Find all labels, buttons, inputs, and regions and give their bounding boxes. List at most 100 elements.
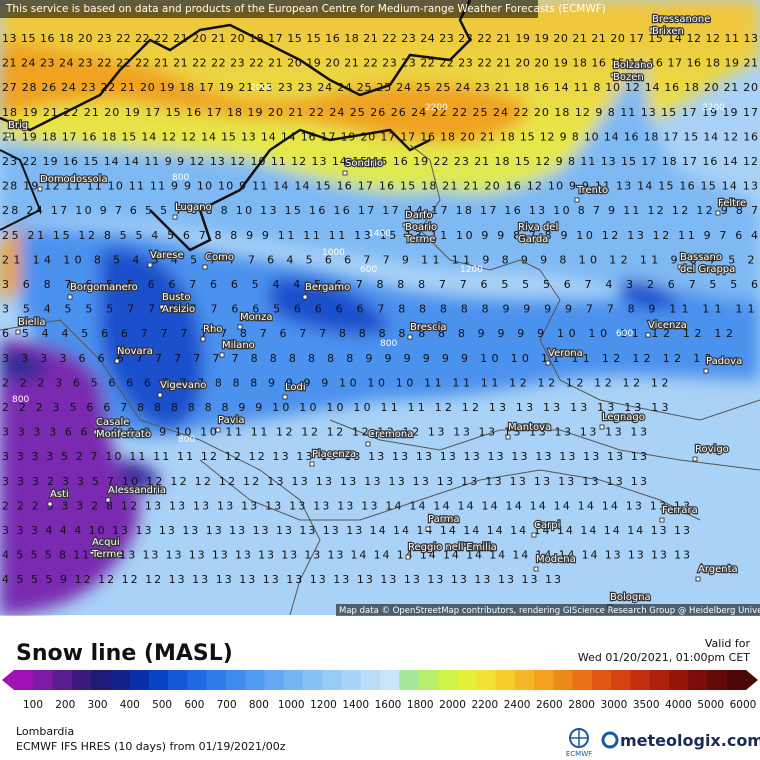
- contour-label: 2200: [425, 103, 448, 113]
- value-row: 3 3 3 3 6 6 6 7 7 7 7 7 7 8 8 8 8 8 8 9 …: [2, 352, 712, 365]
- legend-label: 100: [23, 699, 43, 711]
- city-marker: [649, 26, 655, 32]
- city-marker: [105, 497, 111, 503]
- legend-swatch: [572, 670, 593, 690]
- city-marker: [342, 170, 348, 176]
- legend-swatch: [534, 670, 554, 690]
- legend-swatch: [33, 670, 54, 690]
- legend-swatch: [553, 670, 574, 690]
- legend-swatch: [726, 670, 747, 690]
- city-label: Borgomanero: [70, 282, 138, 293]
- legend-label: 1800: [407, 699, 434, 711]
- city-marker: [405, 554, 411, 560]
- city-marker: [157, 392, 163, 398]
- legend-label: 400: [120, 699, 140, 711]
- legend-swatch: [206, 670, 227, 690]
- value-row: 21 24 23 24 23 22 22 22 21 21 22 22 23 2…: [2, 57, 758, 70]
- legend-label: 1200: [310, 699, 337, 711]
- legend-swatch: [322, 670, 342, 690]
- contour-label: 1400: [368, 229, 391, 239]
- value-row: 28 19 12 11 11 10 11 11 9 9 10 10 9 11 1…: [2, 180, 758, 193]
- color-legend: 100 200 300 400 500 600 700 800 1000 1200 1400 1600…: [2, 670, 758, 711]
- legend-label: 600: [184, 699, 204, 711]
- legend-swatch: [341, 670, 362, 690]
- city-marker: [67, 294, 73, 300]
- legend-swatch: [283, 670, 304, 690]
- value-row: 2 2 2 3 3 3 2 8 12 13 13 13 13 13 13 13 …: [2, 499, 690, 512]
- city-label: Varese: [150, 250, 184, 261]
- city-label: Monferrato: [96, 429, 151, 440]
- city-label: Riva del: [518, 222, 558, 233]
- legend-label: 800: [249, 699, 269, 711]
- ecmwf-logo: ECMWF: [566, 728, 592, 758]
- city-label: Ferrara: [662, 505, 698, 516]
- legend-swatch: [264, 670, 285, 690]
- city-marker: [599, 424, 605, 430]
- attribution: Map data © OpenStreetMap contributors, r…: [339, 606, 760, 616]
- legend-swatch: [668, 670, 689, 690]
- contour-label: 2000: [250, 83, 273, 93]
- value-row: 21 19 18 17 16 18 15 14 12 12 14 15 13 1…: [2, 130, 758, 143]
- city-label: Domodossola: [40, 174, 108, 185]
- legend-label: 2000: [439, 699, 466, 711]
- legend-label: 1600: [375, 699, 402, 711]
- city-marker: [531, 532, 537, 538]
- city-marker: [645, 332, 651, 338]
- city-marker: [659, 517, 665, 523]
- brand[interactable]: meteologix.com: [620, 731, 760, 750]
- legend-swatch: [591, 670, 612, 690]
- city-label: Terme: [404, 234, 435, 245]
- city-label: Pavia: [218, 415, 245, 426]
- city-label: Brig: [8, 120, 28, 131]
- legend-title: Snow line (MASL): [16, 641, 233, 666]
- city-label: Como: [205, 252, 234, 263]
- value-row: 23 22 19 16 15 14 14 11 9 9 12 13 12 10 …: [2, 155, 758, 168]
- legend-swatch: [649, 670, 670, 690]
- contour-label: 600: [616, 329, 633, 339]
- city-label: Acqui: [92, 537, 120, 548]
- city-label: Boario: [405, 222, 437, 233]
- legend-swatch: [187, 670, 208, 690]
- value-row: 2 2 2 3 6 5 6 6 6 7 7 7 8 8 8 9 9 9 9 10…: [2, 376, 669, 389]
- city-marker: [402, 222, 408, 228]
- legend-swatch: [495, 670, 516, 690]
- legend-swatch: [380, 670, 400, 690]
- city-marker: [574, 197, 580, 203]
- city-label: Bassano: [680, 252, 722, 263]
- legend-label: 5000: [697, 699, 724, 711]
- city-label: Bressanone: [652, 14, 710, 25]
- contour-label: 800: [380, 339, 397, 349]
- banner: This service is based on data and produc…: [5, 3, 606, 15]
- legend-swatch: [399, 670, 420, 690]
- city-label: Vigevano: [160, 380, 206, 391]
- city-label: Carpi: [534, 520, 560, 531]
- legend-swatch: [71, 670, 92, 690]
- city-marker: [219, 352, 225, 358]
- city-label: Sondrio: [345, 158, 383, 169]
- legend-label: 2800: [568, 699, 595, 711]
- city-marker: [172, 214, 178, 220]
- city-marker: [610, 72, 616, 78]
- city-marker: [302, 294, 308, 300]
- city-marker: [533, 566, 539, 572]
- city-marker: [309, 461, 315, 467]
- city-marker: [692, 456, 698, 462]
- city-marker: [5, 132, 11, 138]
- legend-label: 1000: [278, 699, 305, 711]
- city-label: Brescia: [410, 322, 447, 333]
- legend-swatch: [225, 670, 246, 690]
- legend-swatch: [168, 670, 188, 690]
- legend-swatch: [457, 670, 477, 690]
- model-info: ECMWF IFS HRES (10 days) from 01/19/2021…: [16, 740, 286, 753]
- legend-swatch: [245, 670, 265, 690]
- city-marker: [703, 368, 709, 374]
- legend-swatch: [437, 670, 458, 690]
- contour-label: 800: [178, 435, 195, 445]
- city-marker: [282, 394, 288, 400]
- legend-swatch: [52, 670, 73, 690]
- city-label: Alessandria: [108, 485, 166, 496]
- legend-arrow-left: [2, 670, 14, 690]
- city-label: Lodi: [285, 382, 306, 393]
